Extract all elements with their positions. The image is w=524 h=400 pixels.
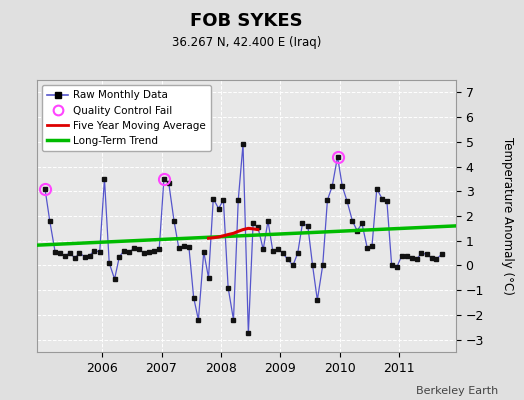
Legend: Raw Monthly Data, Quality Control Fail, Five Year Moving Average, Long-Term Tren: Raw Monthly Data, Quality Control Fail, … [42,85,211,151]
Text: Berkeley Earth: Berkeley Earth [416,386,498,396]
Text: FOB SYKES: FOB SYKES [190,12,302,30]
Y-axis label: Temperature Anomaly (°C): Temperature Anomaly (°C) [500,137,514,295]
Text: 36.267 N, 42.400 E (Iraq): 36.267 N, 42.400 E (Iraq) [171,36,321,49]
